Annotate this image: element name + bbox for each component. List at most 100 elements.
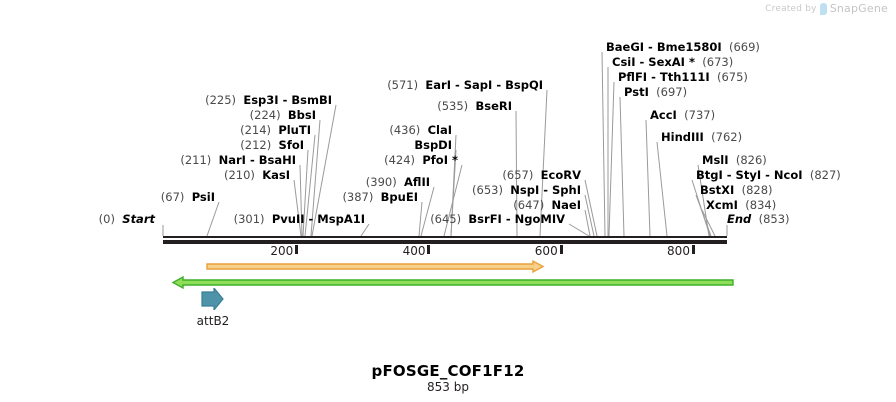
enzyme-position: (697) [648, 85, 688, 99]
enzyme-position: (387) [342, 190, 381, 204]
enzyme-label[interactable]: (390) AflII [366, 176, 430, 188]
enzyme-name: PstI [624, 85, 649, 99]
enzyme-name: AccI [650, 108, 677, 122]
enzyme-label[interactable]: (211) NarI - BsaHI [180, 154, 296, 166]
ruler-tick [559, 245, 563, 254]
enzyme-label[interactable]: (212) SfoI [240, 139, 304, 151]
leader-line [539, 89, 548, 237]
enzyme-position: (826) [728, 153, 767, 167]
enzyme-name: BtgI - StyI - NcoI [696, 168, 803, 182]
ruler-tick-label: 800 [667, 244, 690, 258]
enzyme-label[interactable]: (571) EarI - SapI - BspQI [387, 79, 543, 91]
leader-line [608, 81, 615, 237]
enzyme-label[interactable]: BaeGI - Bme1580I (669) [606, 41, 760, 53]
enzyme-label[interactable]: BstXI (828) [700, 184, 773, 196]
enzyme-name: PluTI [278, 123, 311, 137]
enzyme-label[interactable]: HindIII (762) [661, 131, 742, 143]
ruler-tick [691, 245, 695, 254]
snapgene-logo-icon [819, 2, 827, 15]
terminus-position: (0) [98, 212, 123, 226]
enzyme-position: (67) [160, 190, 192, 204]
enzyme-position: (827) [802, 168, 841, 182]
enzyme-label[interactable]: (210) KasI [224, 169, 290, 181]
orange-feature-arrow[interactable] [206, 259, 545, 274]
enzyme-name: BbsI [287, 108, 316, 122]
sequence-terminus-label[interactable]: (0) Start [99, 213, 155, 225]
green-feature-arrow[interactable] [171, 275, 734, 290]
enzyme-label[interactable]: (535) BseRI [437, 100, 512, 112]
watermark-prefix: Created by [765, 3, 817, 14]
enzyme-name: BsrFI - NgoMIV [468, 212, 565, 226]
enzyme-label[interactable]: PflFI - Tth111I (675) [618, 71, 748, 83]
enzyme-position: (211) [180, 153, 219, 167]
ruler-tick-label: 200 [270, 244, 294, 258]
leader-line [619, 96, 625, 237]
enzyme-label[interactable]: (387) BpuEI [342, 191, 418, 203]
enzyme-name: PvuII - MspA1I [271, 212, 365, 226]
enzyme-position: (645) [430, 212, 469, 226]
leader-line [311, 104, 337, 237]
leader-line [584, 179, 598, 237]
enzyme-label[interactable]: MslI (826) [702, 154, 767, 166]
enzyme-position: (210) [223, 168, 263, 182]
ruler-tick [295, 245, 299, 254]
enzyme-label[interactable]: (653) NspI - SphI [472, 184, 581, 196]
enzyme-label[interactable]: AccI (737) [650, 109, 715, 121]
enzyme-position: (390) [365, 175, 405, 189]
terminus-name: Start [122, 212, 155, 226]
enzyme-label[interactable]: (225) Esp3I - BsmBI [205, 94, 332, 106]
enzyme-label[interactable]: (424) PfoI * [384, 154, 458, 166]
enzyme-position: (647) [513, 198, 552, 212]
enzyme-name: PfoI * [422, 153, 458, 167]
enzyme-label[interactable]: (301) PvuII - MspA1I [234, 213, 365, 225]
attb2-feature-arrow[interactable] [201, 286, 225, 314]
enzyme-name: BseRI [475, 99, 512, 113]
enzyme-label[interactable]: (436) ClaI [389, 124, 452, 136]
enzyme-name: PflFI - Tth111I [618, 70, 710, 84]
enzyme-position: (653) [472, 183, 511, 197]
leader-line [515, 110, 518, 237]
sequence-terminus-label[interactable]: End (853) [727, 213, 790, 225]
leader-line [601, 51, 606, 237]
enzyme-name: BspDI [414, 138, 452, 152]
enzyme-position: (212) [240, 138, 279, 152]
enzyme-label[interactable]: BspDI [414, 139, 452, 151]
ruler-tick-label: 400 [402, 244, 426, 258]
enzyme-name: Esp3I - BsmBI [243, 93, 332, 107]
watermark-brand: SnapGene [829, 2, 888, 15]
enzyme-name: EcoRV [540, 168, 581, 182]
leader-line [443, 164, 463, 237]
plasmid-length: 853 bp [427, 380, 469, 394]
enzyme-name: MslI [702, 153, 729, 167]
enzyme-position: (224) [249, 108, 288, 122]
enzyme-label[interactable]: BtgI - StyI - NcoI (827) [696, 169, 841, 181]
enzyme-label[interactable]: PstI (697) [624, 86, 687, 98]
sequence-backbone-top-line [163, 236, 727, 238]
leader-line [656, 141, 668, 237]
enzyme-label[interactable]: (647) NaeI [513, 199, 581, 211]
page-title: pFOSGE_COF1F12 [371, 362, 525, 380]
enzyme-position: (436) [389, 123, 428, 137]
enzyme-label[interactable]: (214) PluTI [240, 124, 311, 136]
enzyme-name: NarI - BsaHI [218, 153, 296, 167]
leader-line [584, 209, 591, 237]
leader-line [293, 179, 302, 237]
enzyme-position: (424) [384, 153, 423, 167]
enzyme-position: (669) [721, 40, 760, 54]
enzyme-label[interactable]: (67) PsiI [161, 191, 215, 203]
enzyme-label[interactable]: (645) BsrFI - NgoMIV [430, 213, 565, 225]
enzyme-name: NspI - SphI [510, 183, 581, 197]
ruler-tick [427, 245, 431, 254]
enzyme-name: XcmI [706, 198, 738, 212]
enzyme-position: (535) [437, 99, 476, 113]
leader-line [418, 201, 423, 237]
enzyme-position: (675) [709, 70, 748, 84]
enzyme-label[interactable]: XcmI (834) [706, 199, 776, 211]
enzyme-name: ClaI [427, 123, 452, 137]
enzyme-label[interactable]: CsiI - SexAI * (673) [612, 56, 733, 68]
enzyme-position: (225) [205, 93, 244, 107]
enzyme-label[interactable]: (224) BbsI [250, 109, 316, 121]
leader-line [206, 201, 220, 237]
terminus-position: (853) [751, 212, 790, 226]
enzyme-label[interactable]: (657) EcoRV [502, 169, 581, 181]
